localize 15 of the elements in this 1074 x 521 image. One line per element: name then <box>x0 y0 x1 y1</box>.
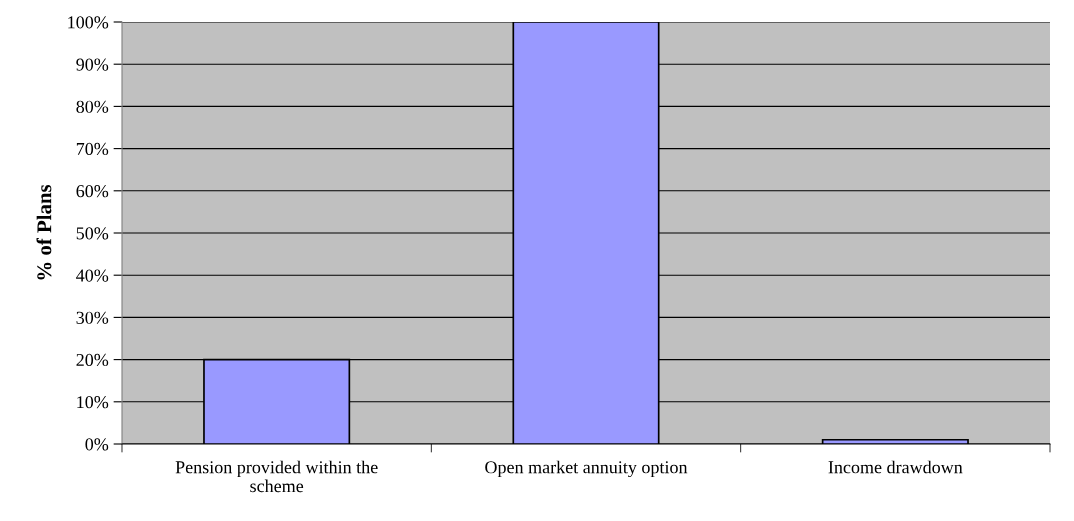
x-tick-label: Pension provided within the scheme <box>175 460 378 493</box>
y-tick-label: 60% <box>76 185 109 198</box>
y-tick-label: 50% <box>76 227 109 240</box>
x-tick-label: Open market annuity option <box>485 460 688 478</box>
y-tick-label: 100% <box>68 16 109 29</box>
x-tick-label: Income drawdown <box>828 460 963 474</box>
y-tick-label: 30% <box>76 311 109 324</box>
y-tick-label: 40% <box>76 269 109 282</box>
y-tick-label: 70% <box>76 142 109 156</box>
y-tick-label: 0% <box>85 438 109 451</box>
y-tick-label: 10% <box>77 396 109 409</box>
y-tick-label: 80% <box>76 100 109 113</box>
y-tick-label: 20% <box>76 353 109 367</box>
y-tick-label: 90% <box>76 58 109 71</box>
y-axis-title: % of Plans <box>36 184 52 280</box>
